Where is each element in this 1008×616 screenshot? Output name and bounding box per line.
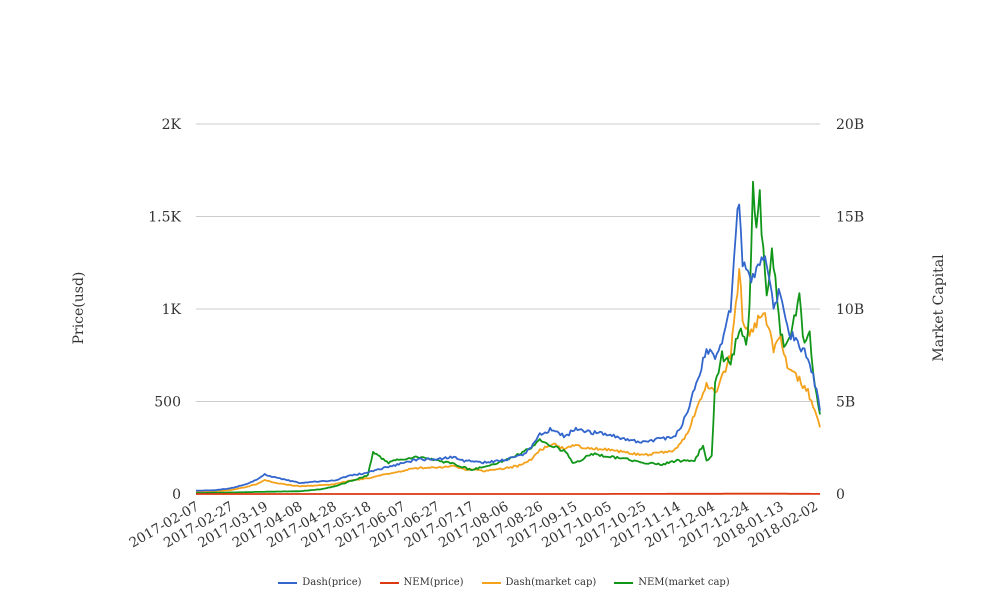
legend-item[interactable]: Dash(market cap) [481,577,597,588]
legend-swatch [278,581,298,584]
grid-lines [196,123,820,495]
y-axis-title: Price(usd) [71,272,87,345]
series-lines [195,180,821,495]
y-tick-label: 0 [172,487,181,503]
legend-item[interactable]: NEM(market cap) [614,577,730,588]
legend-label: NEM(market cap) [638,577,730,588]
y2-tick-label: 5B [836,395,855,411]
legend: Dash(price) NEM(price) Dash(market cap) NEM… [0,577,1008,588]
y2-tick-label: 15B [836,210,864,226]
y2-tick-label: 10B [836,302,864,318]
y-tick-label: 1.5K [148,210,181,226]
y2-axis-title: Market Capital [931,254,947,362]
y2-tick-label: 20B [836,117,864,133]
legend-swatch [614,581,634,584]
legend-swatch [481,581,501,584]
y-tick-label: 2K [162,117,182,133]
y-tick-label: 500 [154,395,181,411]
series-line-dash-price [195,203,821,492]
legend-label: NEM(price) [403,577,464,588]
series-line-dash-market-cap [195,267,821,493]
series-line-nem-market-cap [195,180,821,494]
y-tick-label: 1K [162,302,182,318]
right-axis-ticks: 0 5B 10B 15B 20B [836,117,864,503]
legend-item[interactable]: NEM(price) [379,577,464,588]
x-axis-ticks: 2017-02-072017-02-272017-03-192017-04-08… [127,499,821,552]
legend-swatch [379,581,399,584]
y2-tick-label: 0 [836,487,845,503]
legend-label: Dash(market cap) [505,577,597,588]
legend-label: Dash(price) [302,577,362,588]
legend-item[interactable]: Dash(price) [278,577,362,588]
left-axis-ticks: 0 500 1K 1.5K 2K [148,117,181,503]
